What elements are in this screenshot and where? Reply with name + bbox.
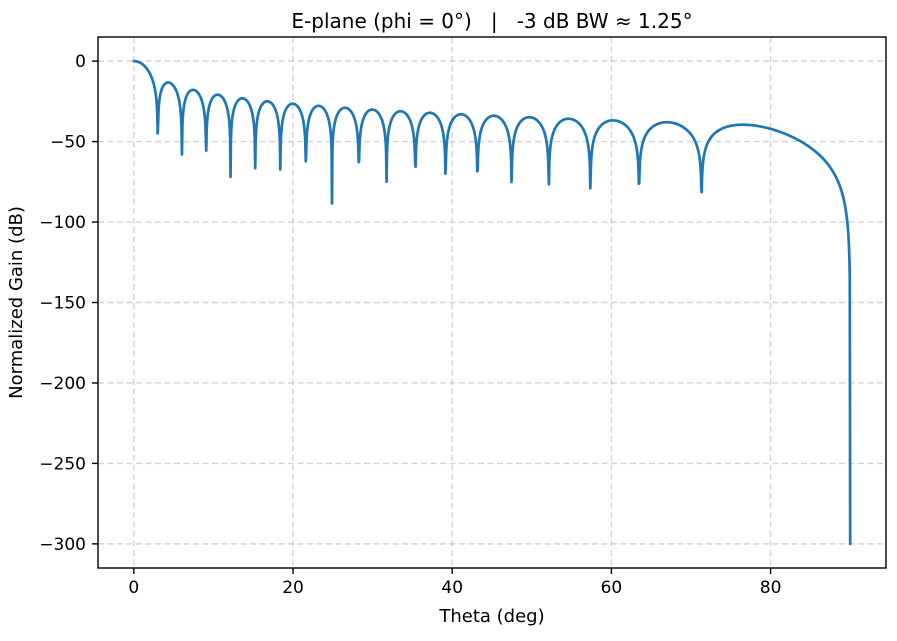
y-tick-label: −300 [39,535,86,555]
y-axis-label: Normalized Gain (dB) [6,206,27,399]
y-tick-label: −50 [50,133,86,153]
gain-curve [132,59,852,546]
y-tick-label: −200 [39,374,86,394]
chart-title: E-plane (phi = 0°) | -3 dB BW ≈ 1.25° [291,9,692,33]
x-tick-label: 60 [601,578,623,598]
x-axis-label: Theta (deg) [438,606,544,627]
grid-layer [98,37,886,568]
y-tick-label: −100 [39,213,86,233]
x-tick-label: 80 [760,578,782,598]
y-tick-label: −150 [39,294,86,314]
tick-layer: 0 20 40 60 80 0 −50 −100 −150 −200 −250 −300 [39,52,781,598]
x-tick-label: 40 [441,578,463,598]
y-tick-label: −250 [39,454,86,474]
x-tick-label: 20 [282,578,304,598]
y-tick-label: 0 [75,52,86,72]
x-tick-label: 0 [128,578,139,598]
